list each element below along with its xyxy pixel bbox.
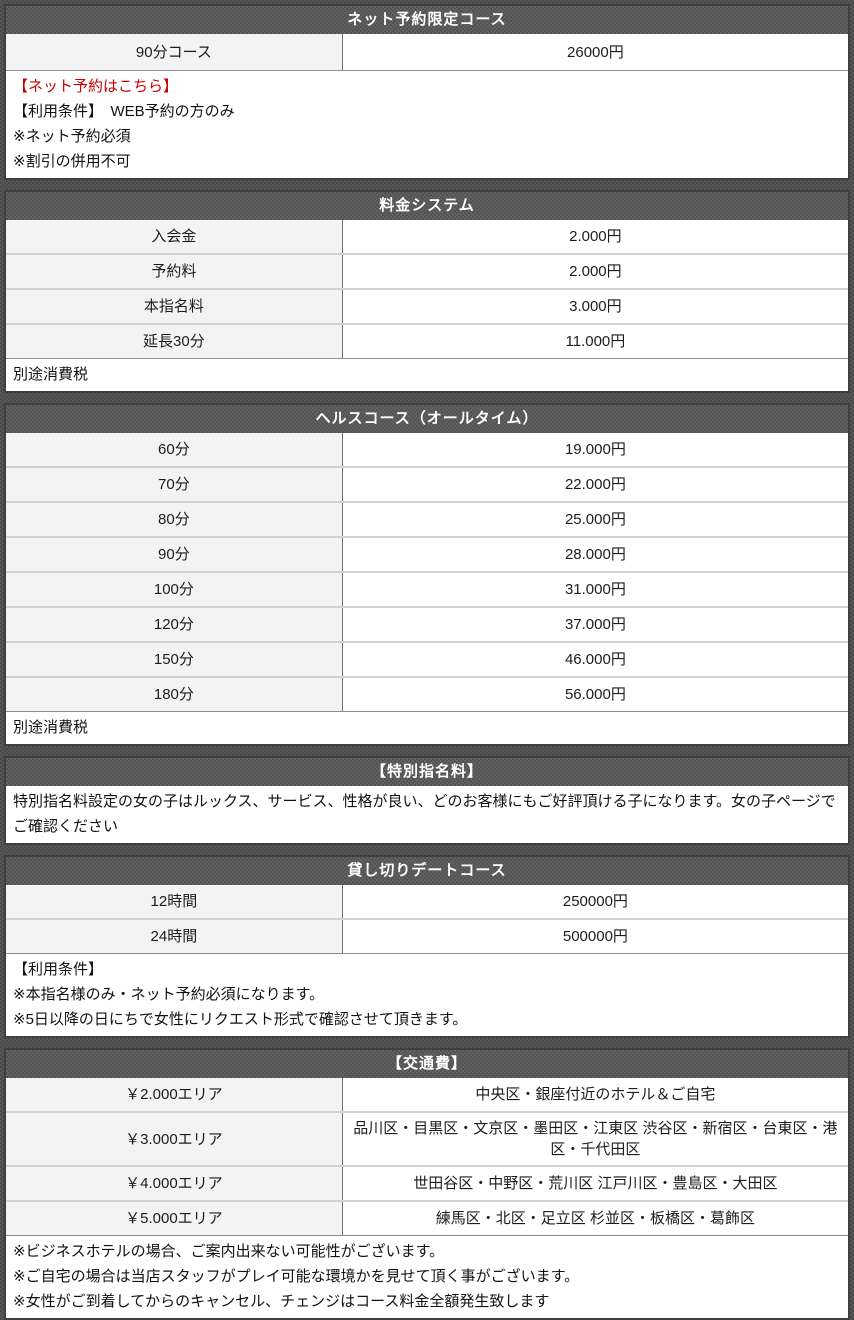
- section-header: ネット予約限定コース: [6, 6, 848, 34]
- notes-block: 【ネット予約はこちら】 【利用条件】 WEB予約の方のみ ※ネット予約必須 ※割…: [6, 70, 848, 178]
- section-fee-system: 料金システム 入会金 2.000円 予約料 2.000円 本指名料 3.000円…: [4, 190, 850, 393]
- table-row: 120分 37.000円: [6, 606, 848, 641]
- row-value: 世田谷区・中野区・荒川区 江戸川区・豊島区・大田区: [342, 1167, 848, 1200]
- section-transport-fee: 【交通費】 ￥2.000エリア 中央区・銀座付近のホテル＆ご自宅 ￥3.000エ…: [4, 1048, 850, 1320]
- row-label: 24時間: [6, 920, 343, 953]
- row-label: ￥5.000エリア: [6, 1202, 343, 1235]
- notes-block: 【利用条件】 ※本指名様のみ・ネット予約必須になります。 ※5日以降の日にちで女…: [6, 953, 848, 1036]
- row-label: 60分: [6, 433, 343, 466]
- note-line: ※女性がご到着してからのキャンセル、チェンジはコース料金全額発生致します: [13, 1293, 550, 1310]
- note-line: ※ネット予約必須: [13, 128, 131, 145]
- note-paragraph: 特別指名料設定の女の子はルックス、サービス、性格が良い、どのお客様にもご好評頂け…: [13, 793, 836, 835]
- row-value: 37.000円: [342, 608, 848, 641]
- row-value: 500000円: [342, 920, 848, 953]
- row-value: 11.000円: [342, 325, 848, 358]
- table-row: ￥5.000エリア 練馬区・北区・足立区 杉並区・板橋区・葛飾区: [6, 1200, 848, 1235]
- section-private-date-course: 貸し切りデートコース 12時間 250000円 24時間 500000円 【利用…: [4, 855, 850, 1038]
- section-header: 貸し切りデートコース: [6, 857, 848, 885]
- table-row: ￥3.000エリア 品川区・目黒区・文京区・墨田区・江東区 渋谷区・新宿区・台東…: [6, 1111, 848, 1165]
- row-value: 56.000円: [342, 678, 848, 711]
- row-label: 本指名料: [6, 290, 343, 323]
- table-row: 150分 46.000円: [6, 641, 848, 676]
- row-value: 中央区・銀座付近のホテル＆ご自宅: [342, 1078, 848, 1111]
- table-row: 延長30分 11.000円: [6, 323, 848, 358]
- notes-block: ※ビジネスホテルの場合、ご案内出来ない可能性がございます。 ※ご自宅の場合は当店…: [6, 1235, 848, 1318]
- table-row: 90分コース 26000円: [6, 34, 848, 70]
- row-label: 12時間: [6, 885, 343, 918]
- table-row: 24時間 500000円: [6, 918, 848, 953]
- row-label: 80分: [6, 503, 343, 536]
- row-value: 28.000円: [342, 538, 848, 571]
- row-label: 入会金: [6, 220, 343, 253]
- table-row: ￥4.000エリア 世田谷区・中野区・荒川区 江戸川区・豊島区・大田区: [6, 1165, 848, 1200]
- section-header: ヘルスコース（オールタイム）: [6, 405, 848, 433]
- row-value: 46.000円: [342, 643, 848, 676]
- row-label: 120分: [6, 608, 343, 641]
- row-value: 22.000円: [342, 468, 848, 501]
- row-label: 70分: [6, 468, 343, 501]
- row-value: 2.000円: [342, 220, 848, 253]
- section-special-nomination-fee: 【特別指名料】 特別指名料設定の女の子はルックス、サービス、性格が良い、どのお客…: [4, 756, 850, 845]
- table-row: 100分 31.000円: [6, 571, 848, 606]
- price-table: 入会金 2.000円 予約料 2.000円 本指名料 3.000円 延長30分 …: [6, 220, 848, 358]
- note-line: 別途消費税: [13, 719, 89, 736]
- section-header: 【交通費】: [6, 1050, 848, 1078]
- row-label: 100分: [6, 573, 343, 606]
- table-row: 60分 19.000円: [6, 433, 848, 466]
- row-label: 予約料: [6, 255, 343, 288]
- row-value: 250000円: [342, 885, 848, 918]
- row-value: 品川区・目黒区・文京区・墨田区・江東区 渋谷区・新宿区・台東区・港区・千代田区: [342, 1113, 848, 1165]
- note-line: 【利用条件】 WEB予約の方のみ: [13, 103, 235, 120]
- row-value: 3.000円: [342, 290, 848, 323]
- section-health-course: ヘルスコース（オールタイム） 60分 19.000円 70分 22.000円 8…: [4, 403, 850, 746]
- section-net-reservation-course: ネット予約限定コース 90分コース 26000円 【ネット予約はこちら】 【利用…: [4, 4, 850, 180]
- note-line: ※ご自宅の場合は当店スタッフがプレイ可能な環境かを見せて頂く事がございます。: [13, 1268, 580, 1285]
- notes-block: 特別指名料設定の女の子はルックス、サービス、性格が良い、どのお客様にもご好評頂け…: [6, 786, 848, 843]
- price-table: 90分コース 26000円: [6, 34, 848, 70]
- table-row: 70分 22.000円: [6, 466, 848, 501]
- note-line: 別途消費税: [13, 366, 89, 383]
- table-row: 予約料 2.000円: [6, 253, 848, 288]
- table-row: 12時間 250000円: [6, 885, 848, 918]
- price-table: 60分 19.000円 70分 22.000円 80分 25.000円 90分 …: [6, 433, 848, 711]
- row-label: ￥4.000エリア: [6, 1167, 343, 1200]
- price-table: ￥2.000エリア 中央区・銀座付近のホテル＆ご自宅 ￥3.000エリア 品川区…: [6, 1078, 848, 1235]
- notes-block: 別途消費税: [6, 711, 848, 744]
- row-value: 25.000円: [342, 503, 848, 536]
- note-line: ※割引の併用不可: [13, 153, 131, 170]
- row-label: 90分コース: [6, 34, 343, 70]
- row-value: 2.000円: [342, 255, 848, 288]
- table-row: 入会金 2.000円: [6, 220, 848, 253]
- section-header: 料金システム: [6, 192, 848, 220]
- table-row: ￥2.000エリア 中央区・銀座付近のホテル＆ご自宅: [6, 1078, 848, 1111]
- row-label: ￥3.000エリア: [6, 1113, 343, 1165]
- row-value: 19.000円: [342, 433, 848, 466]
- row-label: ￥2.000エリア: [6, 1078, 343, 1111]
- net-reservation-link[interactable]: 【ネット予約はこちら】: [13, 78, 179, 95]
- price-table: 12時間 250000円 24時間 500000円: [6, 885, 848, 953]
- note-line: ※ビジネスホテルの場合、ご案内出来ない可能性がございます。: [13, 1243, 445, 1260]
- row-value: 26000円: [342, 34, 848, 70]
- row-label: 180分: [6, 678, 343, 711]
- section-header: 【特別指名料】: [6, 758, 848, 786]
- notes-block: 別途消費税: [6, 358, 848, 391]
- row-label: 延長30分: [6, 325, 343, 358]
- note-line: 【利用条件】: [13, 961, 104, 978]
- row-label: 150分: [6, 643, 343, 676]
- note-line: ※本指名様のみ・ネット予約必須になります。: [13, 986, 325, 1003]
- table-row: 90分 28.000円: [6, 536, 848, 571]
- row-label: 90分: [6, 538, 343, 571]
- row-value: 31.000円: [342, 573, 848, 606]
- table-row: 80分 25.000円: [6, 501, 848, 536]
- row-value: 練馬区・北区・足立区 杉並区・板橋区・葛飾区: [342, 1202, 848, 1235]
- table-row: 180分 56.000円: [6, 676, 848, 711]
- note-line: ※5日以降の日にちで女性にリクエスト形式で確認させて頂きます。: [13, 1011, 468, 1028]
- table-row: 本指名料 3.000円: [6, 288, 848, 323]
